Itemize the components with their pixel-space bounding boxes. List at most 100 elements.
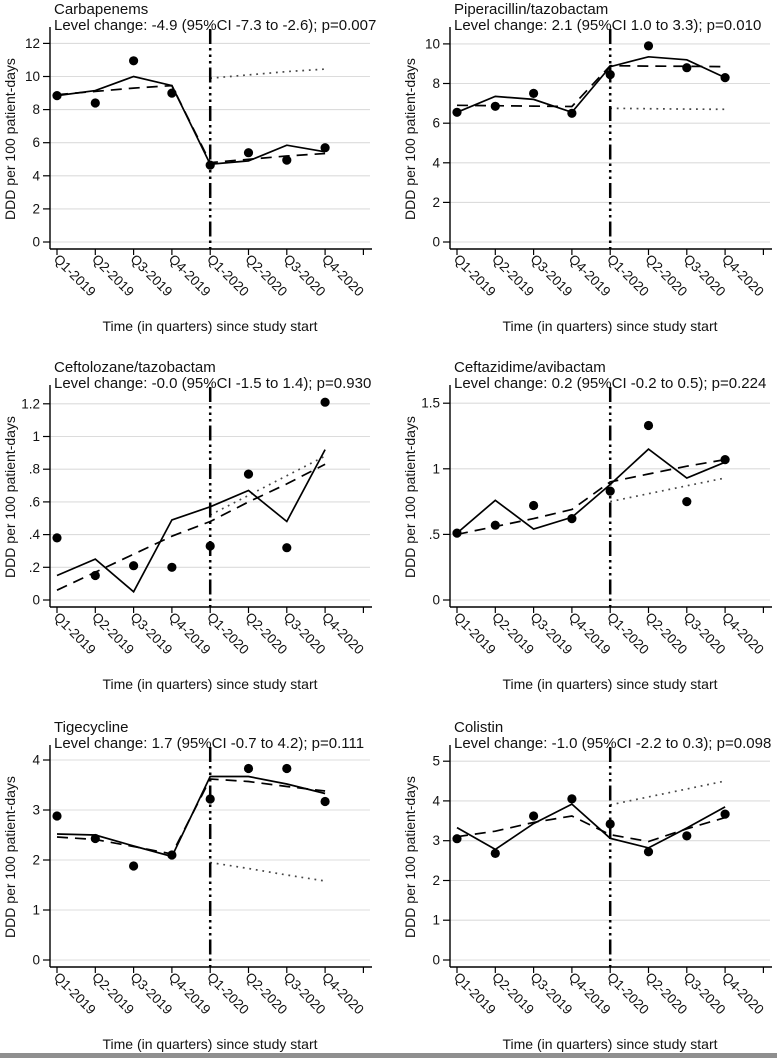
observed-point [282, 763, 292, 774]
observed-point [605, 486, 615, 496]
y-tick-label: 3 [32, 803, 40, 818]
panel-ceftolozane-tazobactam: Ceftolozane/tazobactam Level change: -0.… [0, 358, 400, 718]
observed-point [529, 500, 539, 511]
observed-point [682, 63, 692, 73]
model-fit-line [56, 775, 326, 858]
observed-point [643, 420, 654, 431]
model-fit-line [456, 803, 726, 851]
y-axis-title: DDD per 100 patient-days [402, 58, 418, 220]
panel-ceftolozane-tazobactam-plot: 0.2.4.6.811.2Q1-2019Q2-2019Q3-2019Q4-201… [2, 385, 372, 692]
y-tick-label: 1 [432, 461, 440, 476]
observed-point [52, 91, 62, 101]
x-axis-title: Time (in quarters) since study start [103, 1036, 318, 1052]
x-tick-label: Q4-2020 [319, 610, 367, 658]
y-tick-label: 2 [432, 195, 440, 210]
panel-subtitle: Level change: 1.7 (95%CI -0.7 to 4.2); p… [54, 734, 365, 752]
bottom-edge-bar [0, 1053, 777, 1058]
segmented-trend-line [56, 84, 326, 164]
segmented-trend-line [456, 815, 726, 843]
panel-carbapenems: Carbapenems Level change: -4.9 (95%CI -7… [0, 0, 400, 358]
segmented-trend-line [56, 778, 326, 855]
y-tick-label: 1.5 [421, 396, 440, 411]
panel-subtitle: Level change: -1.0 (95%CI -2.2 to 0.3); … [454, 734, 772, 752]
observed-point [643, 41, 654, 51]
y-tick-label: .6 [29, 494, 40, 509]
observed-point [320, 796, 330, 807]
observed-point [490, 848, 500, 858]
counterfactual-line [610, 477, 726, 503]
y-tick-label: 0 [32, 953, 40, 968]
observed-point [529, 88, 539, 98]
y-tick-label: 2 [32, 201, 40, 216]
y-tick-label: .5 [429, 527, 440, 542]
model-fit-line [456, 447, 726, 534]
y-tick-label: 2 [432, 873, 440, 888]
panel-subtitle: Level change: -4.9 (95%CI -7.3 to -2.6);… [54, 16, 377, 34]
panel-subtitle: Level change: 0.2 (95%CI -0.2 to 0.5); p… [454, 374, 767, 392]
y-tick-label: 8 [32, 102, 40, 117]
y-tick-label: .4 [29, 527, 41, 542]
panel-subtitle: Level change: 2.1 (95%CI 1.0 to 3.3); p=… [454, 16, 762, 34]
observed-point [567, 794, 577, 804]
observed-point [243, 763, 254, 774]
y-tick-label: 4 [32, 753, 40, 768]
y-tick-label: 1 [32, 429, 40, 444]
observed-point [167, 850, 177, 860]
y-tick-label: 12 [25, 36, 40, 51]
panel-title: Colistin [454, 719, 504, 736]
observed-point [205, 160, 215, 170]
observed-point [90, 570, 100, 581]
y-tick-label: 10 [425, 36, 440, 51]
y-tick-label: 0 [432, 235, 440, 250]
observed-point [452, 834, 462, 844]
observed-point [682, 497, 692, 507]
x-tick-label: Q4-2020 [319, 970, 367, 1018]
segmented-trend-line [56, 463, 326, 591]
panel-header: Tigecycline Level change: 1.7 (95%CI -0.… [54, 720, 364, 751]
counterfactual-line [610, 107, 726, 111]
panel-carbapenems-plot: 024681012Q1-2019Q2-2019Q3-2019Q4-2019Q1-… [2, 27, 372, 334]
y-tick-label: 1 [432, 913, 440, 928]
panel-subtitle: Level change: -0.0 (95%CI -1.5 to 1.4); … [54, 374, 372, 392]
x-tick-label: Q4-2020 [719, 252, 767, 300]
x-axis-title: Time (in quarters) since study start [503, 318, 718, 334]
y-tick-label: 1.2 [21, 396, 40, 411]
y-tick-label: 4 [32, 168, 40, 183]
observed-point [320, 143, 330, 153]
y-tick-label: 8 [432, 76, 440, 91]
y-axis-title: DDD per 100 patient-days [402, 776, 418, 938]
panel-colistin: Colistin Level change: -1.0 (95%CI -2.2 … [400, 718, 777, 1053]
panel-ceftazidime-avibactam-plot: 0.511.5Q1-2019Q2-2019Q3-2019Q4-2019Q1-20… [402, 385, 772, 692]
panel-tigecycline-plot: 01234Q1-2019Q2-2019Q3-2019Q4-2019Q1-2020… [2, 745, 372, 1052]
observed-point [320, 397, 330, 407]
observed-point [90, 833, 100, 844]
panel-header: Colistin Level change: -1.0 (95%CI -2.2 … [454, 720, 771, 751]
panel-tigecycline: Tigecycline Level change: 1.7 (95%CI -0.… [0, 718, 400, 1053]
y-axis-title: DDD per 100 patient-days [2, 776, 18, 938]
y-tick-label: 0 [32, 235, 40, 250]
panel-piperacillin-tazobactam-plot: 0246810Q1-2019Q2-2019Q3-2019Q4-2019Q1-20… [402, 27, 772, 334]
observed-point [720, 455, 730, 465]
observed-point [90, 98, 100, 108]
panel-piperacillin-tazobactam: Piperacillin/tazobactam Level change: 2.… [400, 0, 777, 358]
panel-header: Carbapenems Level change: -4.9 (95%CI -7… [54, 2, 376, 33]
observed-point [605, 819, 615, 829]
y-tick-label: .2 [29, 560, 40, 575]
x-axis-title: Time (in quarters) since study start [503, 1036, 718, 1052]
observed-point [167, 562, 177, 572]
observed-point [52, 533, 62, 543]
observed-point [720, 73, 730, 83]
y-tick-label: .8 [29, 462, 40, 477]
segmented-trend-line [456, 458, 726, 536]
observed-point [52, 811, 62, 821]
observed-point [243, 148, 254, 158]
panel-title: Ceftolozane/tazobactam [54, 359, 216, 376]
y-tick-label: 2 [32, 853, 40, 868]
counterfactual-line [210, 861, 326, 882]
observed-point [205, 794, 215, 804]
y-tick-label: 6 [432, 116, 440, 131]
panel-header: Ceftazidime/avibactam Level change: 0.2 … [454, 360, 766, 391]
y-axis-title: DDD per 100 patient-days [2, 416, 18, 578]
observed-point [452, 528, 462, 538]
